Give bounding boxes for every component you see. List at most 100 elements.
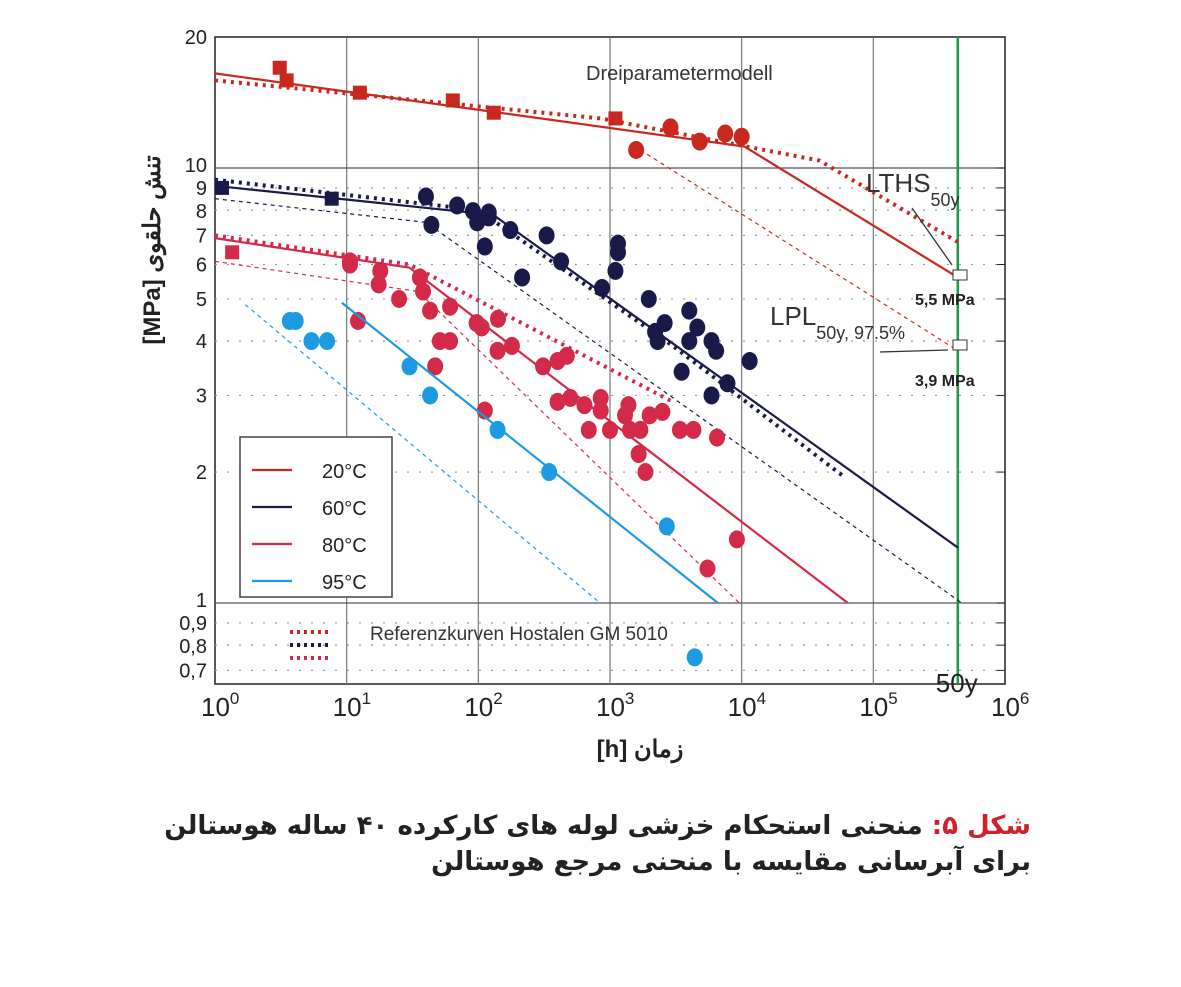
data-point-80c (427, 357, 444, 376)
x-tick-exponent: 0 (230, 689, 239, 708)
x-tick-label: 104 (728, 689, 766, 722)
lower-bound-line-20c (640, 149, 959, 352)
legend-label: 95°C (322, 572, 367, 594)
data-point-60c (607, 261, 624, 280)
data-point-95c (287, 311, 304, 330)
data-point-80c (503, 336, 520, 355)
data-square-60c (214, 180, 229, 195)
data-point-95c (422, 386, 439, 405)
data-point-95c (401, 357, 418, 376)
data-point-60c (449, 196, 466, 215)
data-point-60c (480, 208, 497, 227)
x-tick-exponent: 1 (362, 689, 371, 708)
legend-label: 60°C (322, 498, 367, 520)
data-point-95c (489, 420, 506, 439)
data-point-80c (728, 530, 745, 549)
data-point-80c (641, 406, 658, 425)
lths-value: 5,5 MPa (915, 292, 975, 309)
data-point-95c (541, 463, 558, 482)
data-point-80c (576, 396, 593, 415)
y-tick-label: 4 (196, 331, 207, 353)
data-point-80c (350, 311, 367, 330)
data-point-60c (423, 215, 440, 234)
lths-subscript: 50y (931, 190, 960, 210)
data-point-80c (422, 301, 439, 320)
lpl-subscript: 50y, 97.5% (816, 323, 905, 343)
lths-arrow (911, 207, 953, 266)
data-square-20c (272, 60, 287, 75)
data-point-60c (514, 268, 531, 287)
data-point-20c (691, 132, 708, 151)
data-point-80c (442, 297, 459, 316)
data-point-60c (649, 332, 666, 351)
reference-curve-60c (214, 177, 846, 479)
data-point-60c (640, 289, 657, 308)
data-point-80c (592, 388, 609, 407)
legend-label: 20°C (322, 461, 367, 483)
data-point-60c (502, 221, 519, 240)
x-tick-label: 101 (333, 689, 371, 722)
x-tick-exponent: 2 (493, 689, 502, 708)
y-tick-label: 0,9 (179, 613, 207, 635)
data-point-80c (415, 282, 432, 301)
fit-line-95c (341, 301, 719, 604)
50y-label: 50y (936, 668, 978, 698)
y-tick-label: 3 (196, 385, 207, 407)
figure-caption: شکل ۵: منحنی استحکام خزشی لوله های کارکر… (131, 808, 1031, 880)
data-point-60c (553, 252, 570, 271)
y-tick-label: 7 (196, 225, 207, 247)
data-square-20c (279, 73, 294, 88)
lower-bound-line-60c (214, 198, 963, 604)
caption-text: منحنی استحکام خزشی لوله های کارکرده ۴۰ س… (164, 811, 1031, 877)
y-tick-label: 20 (185, 27, 207, 49)
x-tick-exponent: 3 (625, 689, 634, 708)
y-tick-label: 0,7 (179, 660, 207, 682)
data-point-60c (689, 318, 706, 337)
data-square-20c (352, 85, 367, 100)
data-point-60c (708, 341, 725, 360)
fit-line-80c (214, 237, 849, 604)
data-point-95c (319, 332, 336, 351)
data-point-80c (637, 463, 654, 482)
data-point-80c (580, 420, 597, 439)
data-point-95c (686, 648, 703, 667)
y-tick-label: 10 (185, 155, 207, 177)
caption-label: شکل ۵: (931, 811, 1031, 841)
data-point-60c (417, 187, 434, 206)
data-point-60c (538, 226, 555, 245)
data-point-60c (681, 301, 698, 320)
data-point-60c (656, 314, 673, 333)
creep-chart: 100 101 102 103 104 105 10620109876543210,90,8… (139, 27, 1029, 764)
x-tick-label: 102 (464, 689, 502, 722)
y-axis-label: تنش حلقوی [MPa] (139, 155, 167, 345)
data-point-80c (699, 559, 716, 578)
data-point-80c (562, 388, 579, 407)
data-point-80c (617, 406, 634, 425)
data-square-20c (608, 111, 623, 126)
data-point-95c (303, 332, 320, 351)
data-square-20c (486, 105, 501, 120)
data-point-80c (632, 420, 649, 439)
data-square-80c (225, 245, 240, 260)
data-point-60c (703, 386, 720, 405)
reference-curve-80c (214, 233, 674, 404)
model-label: Dreiparametermodell (586, 63, 773, 85)
data-point-20c (733, 127, 750, 146)
lower-bound-line-95c (244, 304, 601, 604)
x-tick-label: 103 (596, 689, 634, 722)
data-point-20c (717, 124, 734, 143)
data-point-60c (476, 237, 493, 256)
x-tick-exponent: 5 (888, 689, 897, 708)
data-point-80c (411, 268, 428, 287)
data-point-80c (630, 445, 647, 464)
data-point-80c (654, 402, 671, 421)
x-tick-exponent: 6 (1020, 689, 1029, 708)
y-tick-label: 8 (196, 201, 207, 223)
x-tick-label: 105 (859, 689, 897, 722)
lpl-point-marker (952, 339, 968, 351)
data-point-60c (673, 362, 690, 381)
reference-curves-label: Referenzkurven Hostalen GM 5010 (370, 624, 668, 645)
data-point-80c (391, 289, 408, 308)
data-point-80c (592, 401, 609, 420)
data-point-60c (681, 332, 698, 351)
